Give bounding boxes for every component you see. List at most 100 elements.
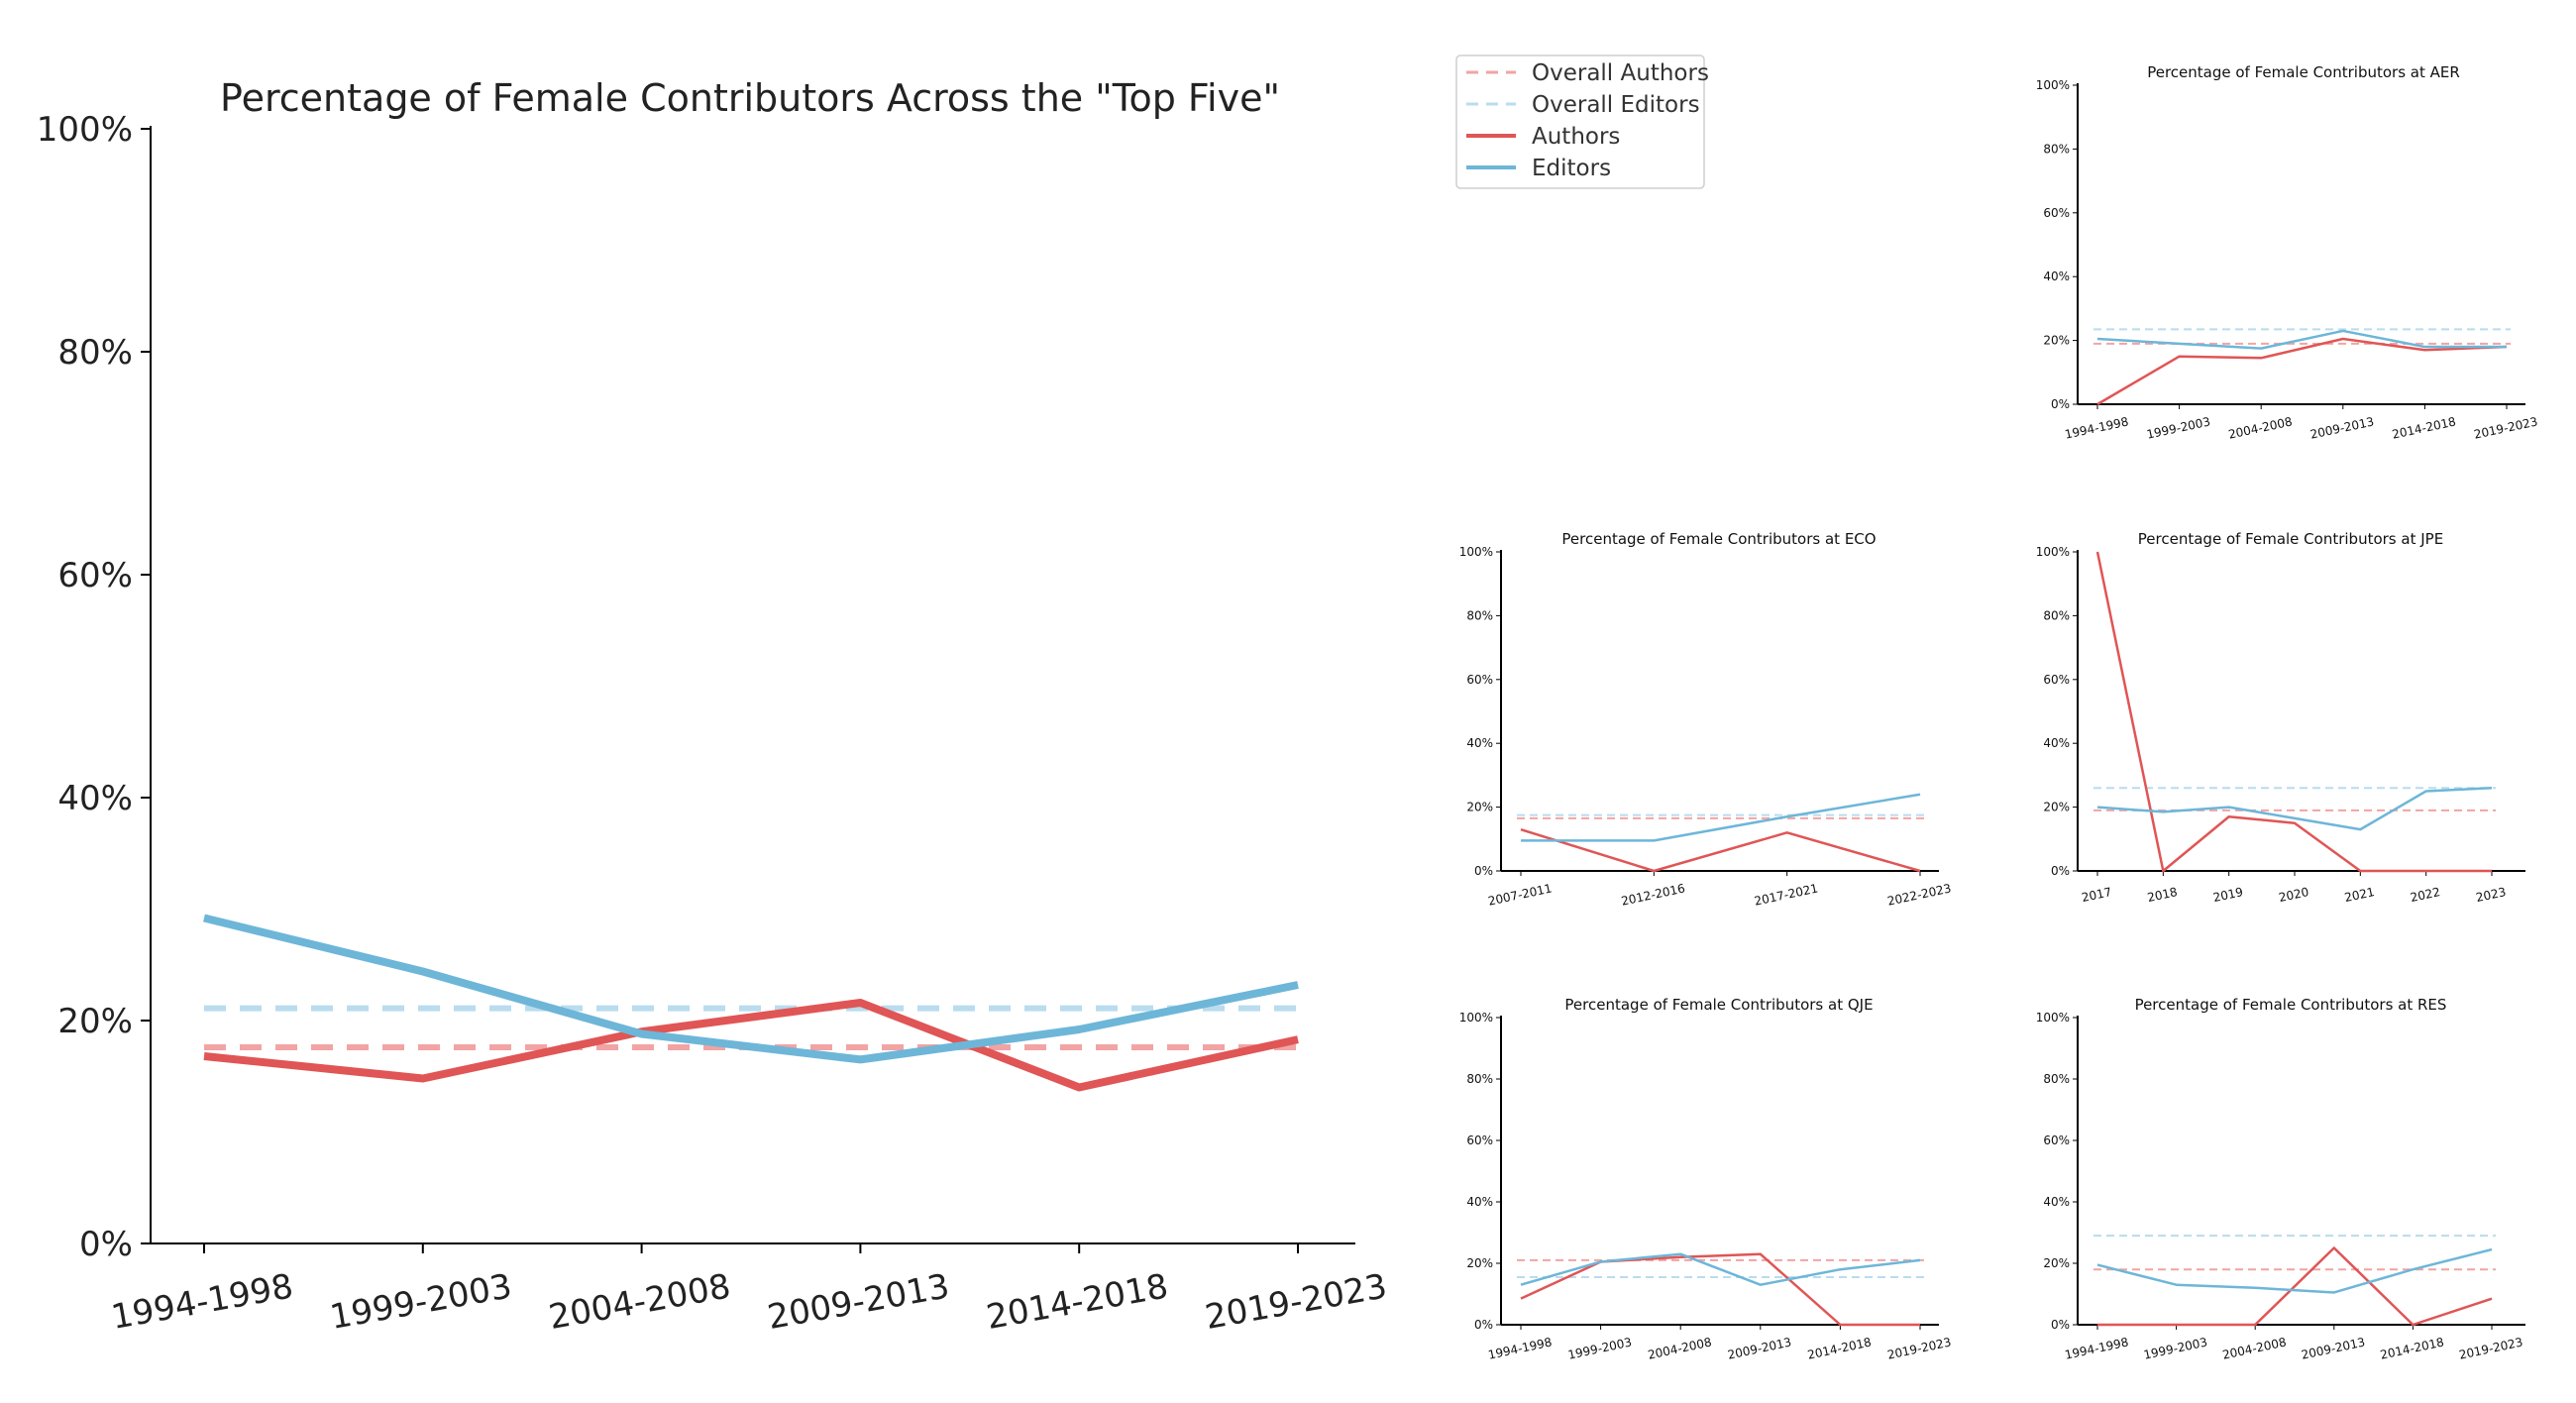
- x-tick-label: 2014-2018: [984, 1266, 1171, 1338]
- x-tick-label: 1994-1998: [108, 1266, 295, 1338]
- x-tick-label: 1999-2003: [2142, 1335, 2208, 1361]
- y-tick-label: 20%: [2043, 1256, 2070, 1270]
- y-tick-label: 0%: [79, 1225, 133, 1264]
- x-tick-label: 2014-2018: [2379, 1335, 2445, 1361]
- y-tick-label: 40%: [2043, 1195, 2070, 1209]
- x-tick-label: 1994-1998: [2064, 414, 2130, 441]
- chart-title: Percentage of Female Contributors Across…: [220, 76, 1280, 120]
- series-line-editors: [1520, 1252, 1921, 1286]
- y-tick-label: 100%: [2036, 78, 2070, 92]
- y-tick-label: 0%: [1474, 1318, 1493, 1332]
- y-tick-label: 100%: [2036, 545, 2070, 559]
- y-tick-label: 60%: [1466, 1133, 1493, 1147]
- y-tick-label: 0%: [2051, 1318, 2070, 1332]
- y-tick-label: 80%: [2043, 608, 2070, 622]
- legend-label: Overall Authors: [1532, 60, 1709, 86]
- y-tick-label: 80%: [57, 333, 133, 373]
- chart-legend: Overall Authors Overall Editors Authors Edi…: [1455, 54, 1709, 189]
- legend-label: Editors: [1532, 156, 1611, 181]
- x-tick-label: 2009-2013: [1727, 1335, 1793, 1361]
- x-tick-label: 2004-2008: [546, 1266, 733, 1338]
- chart-jpe: Percentage of Female Contributors at JPE…: [2036, 530, 2525, 905]
- x-tick-label: 2004-2008: [2221, 1335, 2288, 1361]
- x-tick-label: 2018: [2146, 885, 2179, 905]
- x-tick-label: 1999-2003: [327, 1266, 514, 1338]
- x-tick-label: 2023: [2475, 885, 2508, 905]
- y-tick-label: 20%: [1466, 801, 1493, 814]
- x-tick-label: 2009-2013: [2309, 414, 2376, 441]
- x-tick-label: 2004-2008: [2227, 414, 2294, 441]
- y-tick-label: 0%: [2051, 864, 2070, 878]
- x-tick-label: 2020: [2278, 885, 2310, 905]
- chart-title: Percentage of Female Contributors at QJE: [1564, 996, 1873, 1014]
- y-tick-label: 100%: [1459, 545, 1493, 559]
- x-tick-label: 2007-2011: [1487, 881, 1554, 908]
- y-tick-label: 40%: [57, 779, 133, 818]
- y-tick-label: 60%: [2043, 206, 2070, 220]
- y-tick-label: 60%: [1466, 673, 1493, 687]
- y-tick-label: 100%: [1459, 1011, 1493, 1025]
- series-line-authors: [1520, 1252, 1920, 1327]
- y-tick-label: 100%: [2036, 1011, 2070, 1025]
- series-line-editors: [1521, 793, 1921, 842]
- x-tick-label: 2019-2023: [2473, 414, 2539, 441]
- chart-title: Percentage of Female Contributors at JPE: [2138, 530, 2443, 548]
- x-tick-label: 2019-2023: [1886, 1335, 1953, 1361]
- series-line-authors: [1520, 827, 1921, 873]
- y-tick-label: 20%: [2043, 334, 2070, 348]
- chart-top5: Percentage of Female Contributors Across…: [37, 76, 1390, 1338]
- y-tick-label: 20%: [2043, 801, 2070, 814]
- x-tick-label: 2004-2008: [1647, 1335, 1713, 1361]
- y-tick-label: 60%: [57, 556, 133, 595]
- chart-eco: Percentage of Female Contributors at ECO…: [1459, 530, 1953, 909]
- series-line-editors: [2096, 329, 2507, 350]
- x-tick-label: 2019: [2211, 885, 2244, 905]
- y-tick-label: 20%: [1466, 1256, 1493, 1270]
- series-line-authors: [2097, 1246, 2493, 1327]
- y-tick-label: 80%: [2043, 142, 2070, 156]
- y-tick-label: 60%: [2043, 1133, 2070, 1147]
- chart-aer: Percentage of Female Contributors at AER…: [2036, 63, 2539, 442]
- y-tick-label: 40%: [2043, 270, 2070, 283]
- series-line-authors: [203, 999, 1299, 1092]
- x-tick-label: 2017: [2081, 885, 2113, 905]
- chart-qje: Percentage of Female Contributors at QJE…: [1459, 996, 1953, 1362]
- x-tick-label: 2021: [2343, 885, 2376, 905]
- chart-res: Percentage of Female Contributors at RES…: [2036, 996, 2525, 1362]
- series-line-editors: [203, 914, 1299, 1064]
- x-tick-label: 2012-2016: [1620, 881, 1686, 908]
- y-tick-label: 0%: [2051, 397, 2070, 411]
- y-tick-label: 40%: [1466, 1195, 1493, 1209]
- x-tick-label: 1999-2003: [1566, 1335, 1633, 1361]
- y-tick-label: 60%: [2043, 673, 2070, 687]
- y-tick-label: 80%: [1466, 1072, 1493, 1086]
- legend-label: Authors: [1532, 124, 1620, 150]
- x-tick-label: 2022-2023: [1886, 881, 1953, 908]
- y-tick-label: 100%: [37, 110, 133, 150]
- y-tick-label: 20%: [57, 1002, 133, 1041]
- x-tick-label: 2019-2023: [1202, 1266, 1389, 1338]
- chart-title: Percentage of Female Contributors at ECO: [1561, 530, 1876, 548]
- x-tick-label: 1999-2003: [2145, 414, 2211, 441]
- y-tick-label: 80%: [2043, 1072, 2070, 1086]
- series-line-authors: [2096, 337, 2508, 406]
- x-tick-label: 2022: [2409, 885, 2441, 905]
- x-tick-label: 1994-1998: [1487, 1335, 1554, 1361]
- x-tick-label: 2009-2013: [765, 1266, 952, 1338]
- x-tick-label: 2019-2023: [2458, 1335, 2524, 1361]
- chart-title: Percentage of Female Contributors at AER: [2147, 63, 2460, 81]
- x-tick-label: 2017-2021: [1753, 881, 1819, 908]
- x-tick-label: 2014-2018: [2391, 414, 2457, 441]
- y-tick-label: 40%: [2043, 736, 2070, 750]
- x-tick-label: 1994-1998: [2064, 1335, 2130, 1361]
- x-tick-label: 2009-2013: [2301, 1335, 2367, 1361]
- legend-box: [1455, 54, 1705, 189]
- series-line-editors: [2096, 1247, 2493, 1294]
- chart-title: Percentage of Female Contributors at RES: [2135, 996, 2447, 1014]
- y-tick-label: 40%: [1466, 736, 1493, 750]
- y-tick-label: 80%: [1466, 608, 1493, 622]
- x-tick-label: 2014-2018: [1806, 1335, 1873, 1361]
- y-tick-label: 0%: [1474, 864, 1493, 878]
- legend-label: Overall Editors: [1532, 92, 1700, 118]
